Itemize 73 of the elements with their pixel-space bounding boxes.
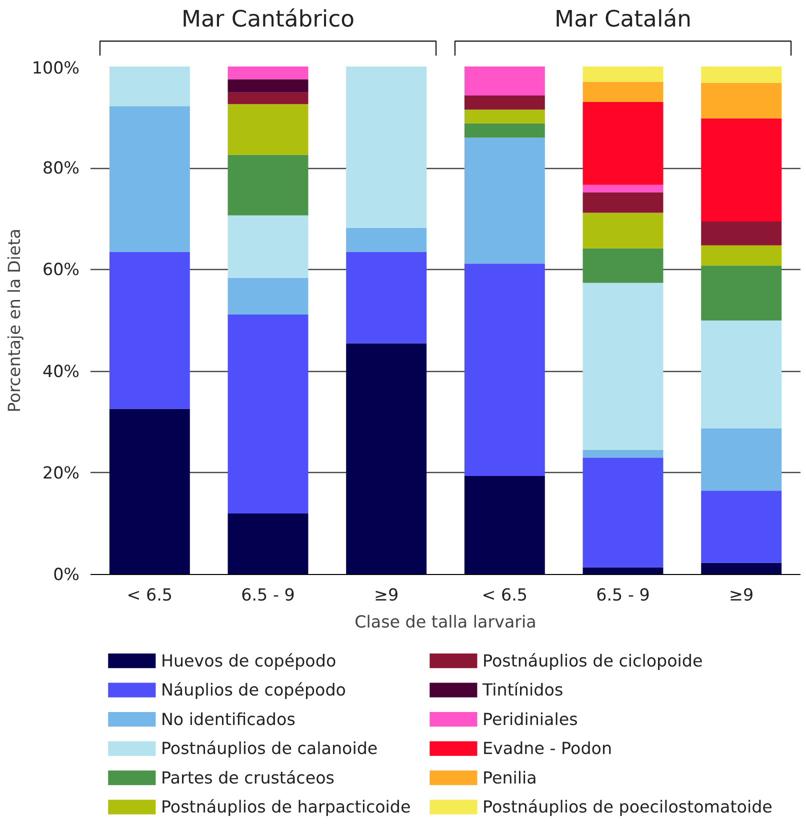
bar — [228, 154, 308, 216]
bar — [346, 343, 427, 574]
bar — [582, 102, 664, 185]
legend-label: Náuplios de copépodo — [160, 680, 346, 700]
bar — [582, 248, 664, 283]
legend-label: Postnáuplios de harpacticoide — [160, 798, 411, 817]
y-axis-title: Porcentaje en la Dieta — [4, 228, 24, 412]
y-tick-label: 80% — [42, 158, 80, 178]
legend-label: No identificados — [160, 710, 296, 729]
y-tick-label: 100% — [32, 58, 80, 78]
bar — [464, 110, 545, 124]
x-tick-label: ≥9 — [374, 586, 399, 604]
legend-label: Partes de crustáceos — [160, 768, 334, 788]
bar — [228, 278, 308, 314]
bar — [582, 82, 664, 102]
y-tick-label: 0% — [53, 565, 80, 584]
bar — [228, 92, 308, 104]
bar — [228, 104, 308, 155]
bar — [109, 106, 190, 252]
bar — [582, 184, 664, 192]
bar — [109, 408, 190, 574]
bar — [464, 264, 545, 476]
text: Mar Catalán — [554, 6, 692, 32]
bar — [464, 123, 545, 138]
x-axis-title: Clase de talla larvaria — [354, 612, 536, 632]
bar — [464, 476, 545, 574]
legend-label: Postnáuplios de poecilostomatoide — [482, 798, 772, 817]
bar — [701, 245, 782, 266]
legend-label: Postnáuplios de ciclopoide — [482, 651, 703, 670]
legend-label: Postnáuplios de calanoide — [160, 739, 378, 758]
legend-label: Huevos de copépodo — [160, 651, 336, 670]
legend-label: Peridiniales — [482, 710, 578, 729]
x-tick-label: < 6.5 — [482, 586, 528, 604]
legend-label: Evadne - Podon — [482, 739, 612, 758]
bar — [582, 192, 664, 213]
legend-label: Penilia — [482, 768, 537, 788]
x-tick-label: 6.5 - 9 — [596, 586, 650, 604]
bar — [582, 450, 664, 458]
bar — [346, 66, 427, 228]
x-tick-label: < 6.5 — [126, 586, 173, 604]
text: Mar Cantábrico — [181, 6, 355, 32]
bar — [228, 514, 308, 574]
bar — [228, 314, 308, 514]
bar — [109, 252, 190, 409]
bar — [582, 567, 664, 574]
y-tick-label: 60% — [42, 260, 80, 280]
bar — [582, 458, 664, 568]
bar — [109, 66, 190, 106]
bar — [346, 252, 427, 344]
bar — [701, 490, 782, 563]
bar — [701, 320, 782, 428]
x-tick-label: ≥9 — [729, 586, 754, 604]
bar — [228, 66, 308, 80]
bar — [701, 266, 782, 320]
bar — [701, 221, 782, 246]
bar — [701, 118, 782, 222]
bar — [701, 66, 782, 83]
bar — [701, 562, 782, 574]
y-tick-label: 40% — [42, 362, 80, 381]
y-tick-label: 20% — [42, 463, 80, 482]
bar — [228, 215, 308, 278]
bar — [701, 428, 782, 491]
bar — [582, 282, 664, 450]
legend-label: Tintínidos — [482, 680, 564, 700]
bar — [228, 79, 308, 92]
x-tick-label: 6.5 - 9 — [241, 586, 295, 604]
bar — [464, 138, 545, 264]
bar — [701, 82, 782, 118]
bar — [582, 66, 664, 82]
bar — [582, 212, 664, 248]
bar — [464, 95, 545, 110]
bar — [346, 228, 427, 252]
bar — [464, 66, 545, 96]
